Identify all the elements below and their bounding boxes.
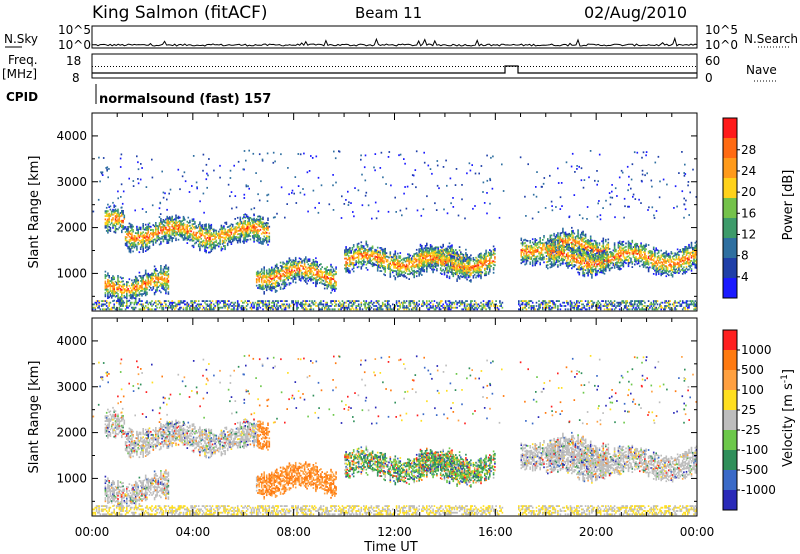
power-cbar-tick-5: 24 [741, 164, 756, 178]
nave-tick-0: 0 [705, 71, 713, 85]
n-tick-bottom-left: 10^0 [58, 38, 91, 52]
power-cbar-tick-0: 4 [741, 270, 749, 284]
freq-unit: [MHz] [2, 67, 37, 81]
power-echoes [92, 149, 698, 311]
velocity-cbar-tick-2: 100 [741, 383, 764, 397]
velocity-cbar-tick-5: -100 [741, 443, 768, 457]
power-cbar-tick-2: 12 [741, 227, 756, 241]
velocity-cbar-tick-3: 25 [741, 403, 756, 417]
power-ytick-3000: 3000 [56, 175, 87, 189]
xtick-5: 20:00 [579, 525, 614, 539]
nsearch-label: N.Search [744, 32, 798, 46]
velocity-cbar-tick-0: 1000 [741, 343, 772, 357]
velocity-ylabel: Slant Range [km] [27, 361, 42, 474]
power-cbar-tick-1: 8 [741, 249, 749, 263]
power-panel: 1000 2000 3000 4000 Slant Range [km] 4 8 12 16… [27, 112, 796, 312]
nsky-panel: N.Sky 10^5 10^0 10^5 10^0 N.Search [4, 23, 798, 52]
freq-panel: Freq. [MHz] 18 8 60 0 Nave [2, 53, 777, 85]
xtick-0: 00:00 [75, 525, 110, 539]
velocity-cbar-tick-7: -1000 [741, 483, 776, 497]
n-tick-top-right: 10^5 [705, 23, 738, 37]
velocity-ytick-3000: 3000 [56, 380, 87, 394]
velocity-colorbar-label: Velocity [m s-1] [780, 369, 796, 467]
nsky-label: N.Sky [4, 32, 38, 46]
date-label: 02/Aug/2010 [584, 3, 687, 22]
nsky-trace-line [91, 36, 698, 47]
freq-tick-8: 8 [72, 71, 80, 85]
power-colorbar-label: Power [dB] [781, 170, 796, 241]
nave-tick-60: 60 [705, 54, 720, 68]
power-cbar-tick-3: 16 [741, 206, 756, 220]
cpid-label: CPID [6, 90, 38, 104]
power-ylabel: Slant Range [km] [27, 156, 42, 269]
xaxis-label: Time UT [363, 540, 417, 554]
freq-tick-18: 18 [66, 54, 81, 68]
xtick-4: 16:00 [478, 525, 513, 539]
freq-label: Freq. [8, 53, 38, 67]
station-title: King Salmon (fitACF) [92, 3, 268, 23]
velocity-cbar-tick-6: -500 [741, 463, 768, 477]
nave-label: Nave [746, 63, 777, 77]
velocity-ytick-1000: 1000 [56, 471, 87, 485]
beam-label: Beam 11 [355, 4, 422, 22]
velocity-cbar-tick-1: 500 [741, 363, 764, 377]
nave-trace-line [92, 65, 697, 74]
xtick-6: 00:00 [680, 525, 715, 539]
xtick-2: 08:00 [276, 525, 311, 539]
power-ytick-2000: 2000 [56, 221, 87, 235]
velocity-panel: 1000 2000 3000 4000 Slant Range [km] 1000 50… [27, 317, 796, 517]
n-tick-bottom-right: 10^0 [705, 38, 738, 52]
power-ytick-1000: 1000 [56, 266, 87, 280]
xtick-3: 12:00 [377, 525, 412, 539]
velocity-cbar-tick-4: -25 [741, 423, 761, 437]
velocity-ytick-4000: 4000 [56, 334, 87, 348]
power-ytick-4000: 4000 [56, 129, 87, 143]
xtick-1: 04:00 [176, 525, 211, 539]
velocity-echoes [92, 354, 698, 516]
cpid-text: normalsound (fast) 157 [99, 92, 271, 107]
power-cbar-tick-4: 20 [741, 185, 756, 199]
velocity-ytick-2000: 2000 [56, 426, 87, 440]
n-tick-top-left: 10^5 [58, 23, 91, 37]
power-cbar-tick-6: 28 [741, 143, 756, 157]
